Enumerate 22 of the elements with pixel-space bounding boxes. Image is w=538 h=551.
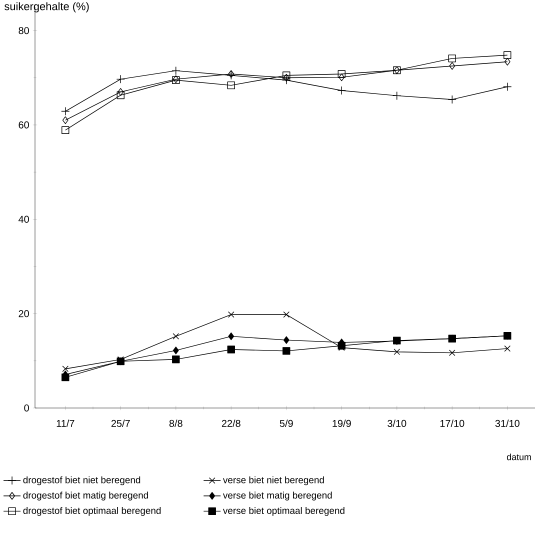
legend-label: verse biet optimaal beregend xyxy=(222,507,344,516)
legend-label: drogestof biet matig beregend xyxy=(23,492,148,501)
legend-label: drogestof biet optimaal beregend xyxy=(23,507,161,516)
y-tick-label: 20 xyxy=(18,310,29,318)
y-tick-label: 40 xyxy=(18,216,29,223)
x-tick-label: 19/9 xyxy=(332,420,351,427)
y-tick-label: 80 xyxy=(18,27,29,34)
x-tick-label: 25/7 xyxy=(111,420,130,427)
y-tick-label: 60 xyxy=(18,121,29,128)
x-tick-label: 31/10 xyxy=(495,420,520,427)
x-tick-label: 8/8 xyxy=(169,420,182,427)
x-tick-label: 11/7 xyxy=(56,420,74,427)
x-tick-label: 17/10 xyxy=(440,420,464,427)
legend-label: verse biet matig beregend xyxy=(222,492,332,501)
x-tick-label: 22/8 xyxy=(222,420,240,427)
y-axis-title: suikergehalte (%) xyxy=(4,2,89,12)
x-tick-label: 5/9 xyxy=(280,420,293,427)
legend-label: verse biet niet beregend xyxy=(222,476,324,486)
y-tick-label: 0 xyxy=(24,404,29,412)
x-axis-title: datum xyxy=(506,454,531,460)
x-tick-label: 3/10 xyxy=(388,420,406,427)
legend-label: drogestof biet niet beregend xyxy=(23,476,140,486)
